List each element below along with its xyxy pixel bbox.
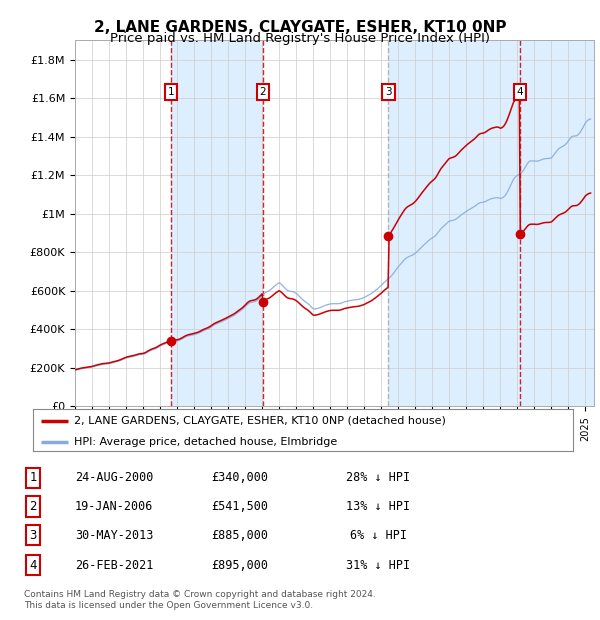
Text: 26-FEB-2021: 26-FEB-2021 xyxy=(75,559,153,572)
Text: 3: 3 xyxy=(29,529,37,542)
Bar xyxy=(388,40,520,406)
Bar xyxy=(171,40,263,406)
Text: 2, LANE GARDENS, CLAYGATE, ESHER, KT10 0NP (detached house): 2, LANE GARDENS, CLAYGATE, ESHER, KT10 0… xyxy=(74,415,445,425)
Text: 24-AUG-2000: 24-AUG-2000 xyxy=(75,471,153,484)
Text: 2: 2 xyxy=(260,87,266,97)
Text: 1: 1 xyxy=(29,471,37,484)
Text: 31% ↓ HPI: 31% ↓ HPI xyxy=(346,559,410,572)
Text: £885,000: £885,000 xyxy=(212,529,269,542)
Text: Price paid vs. HM Land Registry's House Price Index (HPI): Price paid vs. HM Land Registry's House … xyxy=(110,32,490,45)
Text: £541,500: £541,500 xyxy=(212,500,269,513)
Text: Contains HM Land Registry data © Crown copyright and database right 2024.
This d: Contains HM Land Registry data © Crown c… xyxy=(24,590,376,609)
Text: £895,000: £895,000 xyxy=(212,559,269,572)
Text: 6% ↓ HPI: 6% ↓ HPI xyxy=(349,529,407,542)
Text: 2: 2 xyxy=(29,500,37,513)
Text: 13% ↓ HPI: 13% ↓ HPI xyxy=(346,500,410,513)
Text: 2, LANE GARDENS, CLAYGATE, ESHER, KT10 0NP: 2, LANE GARDENS, CLAYGATE, ESHER, KT10 0… xyxy=(94,20,506,35)
Text: 4: 4 xyxy=(29,559,37,572)
Text: 3: 3 xyxy=(385,87,392,97)
Bar xyxy=(520,40,594,406)
Text: HPI: Average price, detached house, Elmbridge: HPI: Average price, detached house, Elmb… xyxy=(74,437,337,447)
Text: 1: 1 xyxy=(168,87,175,97)
Text: 30-MAY-2013: 30-MAY-2013 xyxy=(75,529,153,542)
Text: 19-JAN-2006: 19-JAN-2006 xyxy=(75,500,153,513)
Text: £340,000: £340,000 xyxy=(212,471,269,484)
Text: 4: 4 xyxy=(517,87,523,97)
Text: 28% ↓ HPI: 28% ↓ HPI xyxy=(346,471,410,484)
